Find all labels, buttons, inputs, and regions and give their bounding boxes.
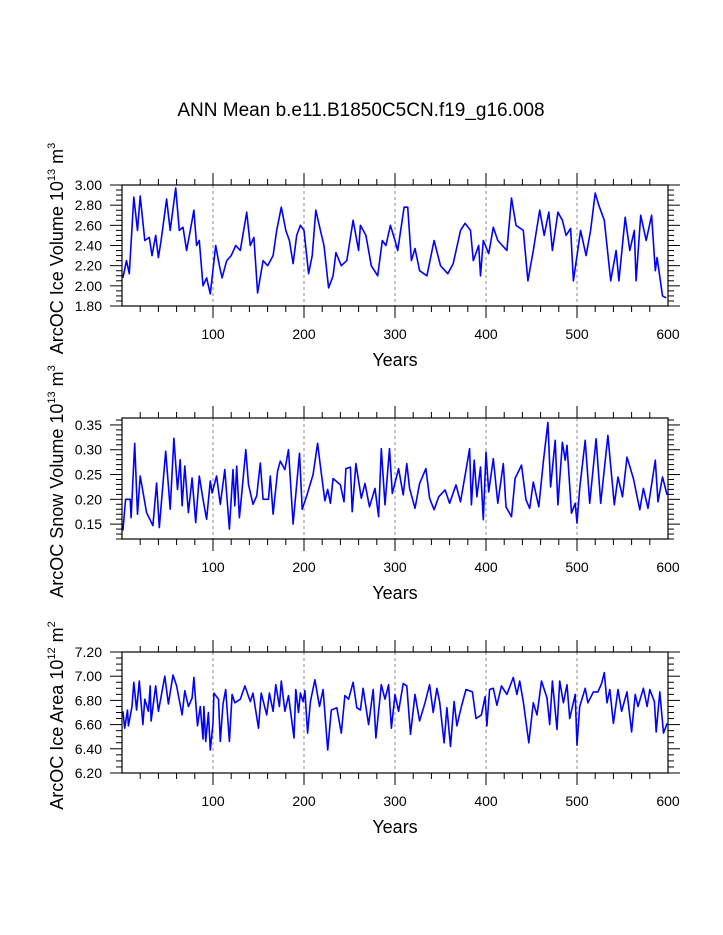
- y-axis-label-unit-exponent: 2: [46, 621, 58, 627]
- y-tick-label: 2.40: [75, 238, 102, 254]
- y-tick-label: 1.80: [75, 298, 102, 314]
- x-tick-label: 400: [474, 326, 498, 342]
- y-tick-label: 7.00: [75, 668, 102, 684]
- x-tick-label: 600: [656, 559, 680, 575]
- x-tick-label: 300: [383, 793, 407, 809]
- x-tick-label: 500: [565, 793, 589, 809]
- y-axis-label: ArcOC Ice Area 1012 m2: [46, 621, 67, 809]
- panels: 100 200 300 400 500 600 1.80 2.00 2.20 2.40 2.60 2.…: [46, 143, 680, 837]
- y-axis-label-text: ArcOC Ice Volume 10: [47, 181, 67, 354]
- x-tick-label: 300: [383, 559, 407, 575]
- y-axis-label-exponent: 13: [46, 169, 58, 181]
- y-tick-label: 3.00: [75, 177, 102, 193]
- y-tick-label: 2.00: [75, 278, 102, 294]
- series-line-ice-area: [122, 671, 668, 751]
- y-axis-label-unit-exponent: 3: [46, 365, 58, 371]
- y-tick-label: 6.20: [75, 765, 102, 781]
- y-axis-label-exponent: 13: [46, 391, 58, 403]
- y-tick-label: 2.20: [75, 258, 102, 274]
- x-axis-label: Years: [372, 350, 417, 370]
- x-tick-label: 100: [201, 793, 225, 809]
- x-axis-label: Years: [372, 583, 417, 603]
- series-line-ice-volume: [122, 187, 667, 299]
- y-tick-label: 0.25: [75, 467, 102, 483]
- y-axis-label-text: ArcOC Ice Area 10: [47, 660, 67, 810]
- x-tick-label: 200: [292, 326, 316, 342]
- y-axis-label: ArcOC Snow Volume 1013 m3: [46, 365, 67, 597]
- x-tick-label: 400: [474, 559, 498, 575]
- x-tick-label: 500: [565, 559, 589, 575]
- x-tick-label: 300: [383, 326, 407, 342]
- series-line-snow-volume: [122, 421, 668, 531]
- x-tick-label: 400: [474, 793, 498, 809]
- y-tick-label: 2.80: [75, 197, 102, 213]
- x-axis-label: Years: [372, 817, 417, 837]
- y-tick-label: 7.20: [75, 644, 102, 660]
- y-tick-label: 2.60: [75, 217, 102, 233]
- panel-ice-area: 100 200 300 400 500 600 6.20 6.40 6.60 6.80 7.00 7.…: [46, 621, 680, 837]
- x-tick-label: 200: [292, 559, 316, 575]
- panel-snow-volume: 100 200 300 400 500 600 0.15 0.20 0.25 0.30 0.35 Ye…: [46, 365, 680, 603]
- y-axis-label-unit-exponent: 3: [46, 143, 58, 149]
- y-axis-label-text: ArcOC Snow Volume 10: [47, 404, 67, 598]
- y-tick-label: 6.40: [75, 741, 102, 757]
- x-tick-label: 500: [565, 326, 589, 342]
- x-tick-label: 100: [201, 559, 225, 575]
- y-axis-label-unit: m: [47, 627, 67, 647]
- panel-ice-volume: 100 200 300 400 500 600 1.80 2.00 2.20 2.40 2.60 2.…: [46, 143, 680, 370]
- x-tick-label: 200: [292, 793, 316, 809]
- y-axis-label: ArcOC Ice Volume 1013 m3: [46, 143, 67, 354]
- y-tick-label: 6.60: [75, 717, 102, 733]
- y-tick-label: 0.20: [75, 491, 102, 507]
- y-axis-label-exponent: 12: [46, 647, 58, 659]
- y-tick-label: 0.35: [75, 417, 102, 433]
- y-tick-label: 0.15: [75, 516, 102, 532]
- x-tick-label: 600: [656, 326, 680, 342]
- x-tick-label: 100: [201, 326, 225, 342]
- y-tick-label: 6.80: [75, 692, 102, 708]
- x-tick-label: 600: [656, 793, 680, 809]
- y-tick-label: 0.30: [75, 442, 102, 458]
- y-axis-label-unit: m: [47, 149, 67, 169]
- chart-title: ANN Mean b.e11.B1850C5CN.f19_g16.008: [177, 100, 544, 121]
- y-axis-label-unit: m: [47, 371, 67, 391]
